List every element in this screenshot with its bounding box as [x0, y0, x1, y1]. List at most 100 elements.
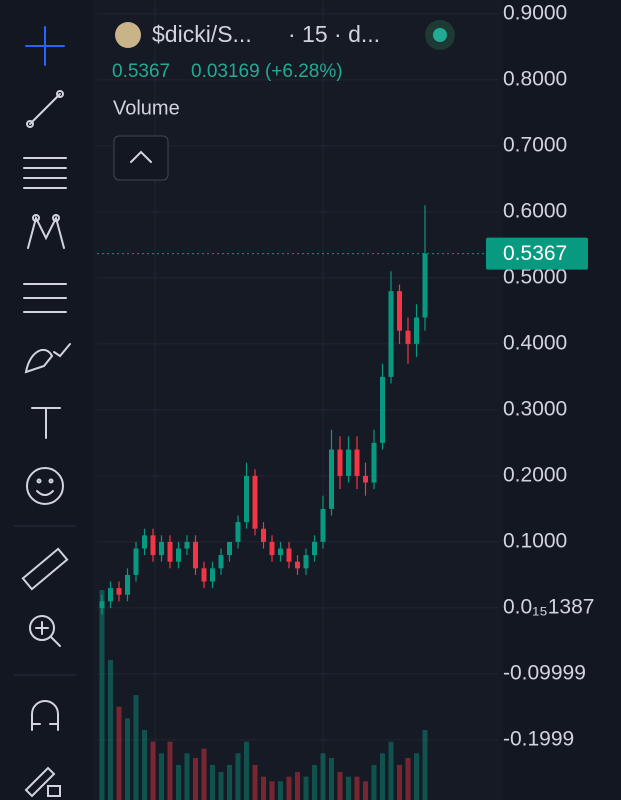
legend: $dicki/S... · 15 · d... 0.5367 0.03169 (… — [112, 20, 455, 181]
volume-bar — [303, 776, 309, 800]
crosshair-tool[interactable] — [25, 26, 65, 66]
volume-bar — [261, 776, 266, 800]
magnet-tool[interactable] — [31, 700, 59, 731]
candle-body — [363, 475, 368, 483]
candle-body — [167, 541, 173, 562]
candle-body — [116, 588, 122, 595]
volume-bar — [210, 765, 215, 800]
pattern-tool[interactable] — [27, 214, 65, 249]
volume-bar — [244, 741, 249, 800]
volume-bar — [150, 741, 156, 800]
volume-bar — [295, 772, 300, 800]
candle-body — [176, 548, 181, 562]
last-price-label: 0.5367 — [503, 242, 567, 265]
symbol: $dicki/S... — [152, 21, 252, 47]
collapse-button[interactable] — [113, 135, 169, 181]
indicator-name: Volume — [113, 97, 180, 119]
volume-bar — [414, 753, 419, 800]
candle-body — [99, 601, 105, 608]
candle-body — [414, 317, 419, 344]
symbol-icon — [115, 22, 141, 48]
candle-body — [329, 449, 334, 509]
text-tool[interactable] — [31, 407, 61, 439]
change: 0.03169 (+6.28%) — [191, 61, 343, 82]
volume-bar — [125, 718, 130, 800]
candle-body — [261, 528, 266, 542]
chart-pane — [93, 0, 503, 800]
candle-body — [286, 548, 292, 562]
candle-body — [193, 541, 198, 569]
trendline-tool[interactable] — [26, 90, 64, 128]
candle-body — [108, 588, 113, 602]
interval: · 15 · d... — [288, 21, 380, 47]
volume-bar — [99, 590, 105, 800]
volume-bar — [371, 765, 377, 800]
volume-bar — [142, 730, 147, 800]
volume-bar — [329, 758, 334, 800]
y-tick-label: 0.7000 — [503, 133, 567, 156]
status-dot — [433, 28, 447, 42]
y-tick-label: 0.2000 — [503, 463, 567, 486]
volume-bar — [397, 765, 402, 800]
brush-tool[interactable] — [24, 343, 71, 374]
volume-bar — [201, 748, 207, 800]
forecast-tool[interactable] — [23, 283, 67, 313]
candle-body — [201, 568, 207, 582]
candle-body — [320, 508, 326, 542]
volume-bar — [269, 781, 275, 800]
y-tick-label: 0.9000 — [503, 1, 567, 24]
volume-bar — [193, 758, 198, 800]
candle-body — [337, 449, 343, 476]
y-tick-label: 0.8000 — [503, 67, 567, 90]
volume-bar — [405, 758, 411, 800]
candle-body — [354, 449, 360, 476]
volume-bar — [388, 741, 394, 800]
candle-body — [405, 330, 411, 344]
candle-body — [346, 449, 351, 476]
emoji-tool[interactable] — [26, 467, 64, 505]
volume-bar — [227, 765, 232, 800]
volume-bar — [167, 741, 173, 800]
candle-body — [422, 253, 428, 318]
volume-bar — [320, 753, 326, 800]
candle-body — [312, 541, 317, 556]
last-price: 0.5367 — [112, 61, 170, 82]
toolbar — [14, 26, 76, 798]
candle-body — [159, 541, 164, 556]
last-price-box — [486, 237, 588, 270]
volume-bar — [252, 765, 258, 800]
candle-body — [125, 574, 130, 595]
candle-body — [380, 376, 385, 443]
ruler-tool[interactable] — [21, 547, 69, 591]
y-tick-label: 0.1000 — [503, 529, 567, 552]
candle-body — [244, 475, 249, 523]
candle-body — [295, 561, 300, 569]
y-tick-label: 0.5000 — [503, 265, 567, 288]
candle-body — [210, 568, 215, 582]
volume-bar — [286, 776, 292, 800]
chevron-up — [130, 150, 152, 163]
volume-bar — [337, 772, 343, 800]
candle-body — [150, 535, 156, 556]
y-tick-label: 0.4000 — [503, 331, 567, 354]
volume-bar — [176, 765, 181, 800]
y-tick-label: 0.3000 — [503, 397, 567, 420]
lock-drawing-tool[interactable] — [24, 766, 61, 798]
candle-body — [142, 535, 147, 549]
candle-body — [303, 555, 309, 569]
candle-body — [388, 291, 394, 377]
candle-body — [184, 541, 190, 549]
volume-bar — [108, 660, 113, 800]
y-tick-label: -0.09999 — [503, 661, 586, 684]
candle-body — [252, 475, 258, 529]
candle-body — [269, 541, 275, 556]
candle-body — [371, 442, 377, 483]
fib-tool[interactable] — [23, 157, 67, 189]
candle-body — [218, 555, 224, 569]
y-tick-label: -0.1999 — [503, 727, 574, 750]
volume-bar — [312, 765, 317, 800]
volume-bar — [235, 753, 241, 800]
volume-bar — [363, 781, 368, 800]
volume-bar — [159, 753, 164, 800]
zoom-tool[interactable] — [29, 615, 61, 647]
